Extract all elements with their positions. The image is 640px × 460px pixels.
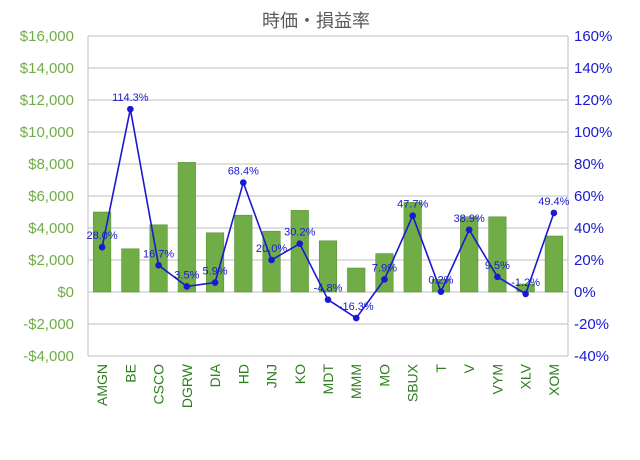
category-label: CSCO bbox=[151, 364, 167, 405]
data-label: -16.3% bbox=[339, 301, 374, 313]
line-point bbox=[437, 288, 445, 295]
bar-series bbox=[93, 162, 563, 293]
category-label: KO bbox=[292, 364, 308, 384]
right-tick-label: 40% bbox=[574, 220, 604, 237]
bar bbox=[318, 240, 338, 293]
right-tick-label: 160% bbox=[574, 28, 612, 45]
line-point bbox=[465, 226, 473, 234]
left-tick-label: $0 bbox=[57, 284, 74, 301]
line-point bbox=[296, 240, 304, 247]
left-tick-label: $16,000 bbox=[20, 28, 74, 45]
data-label: 20.0% bbox=[256, 243, 287, 255]
category-label: DIA bbox=[207, 363, 223, 387]
data-label: 114.3% bbox=[112, 92, 149, 104]
bar bbox=[93, 211, 112, 293]
line-point bbox=[268, 256, 275, 264]
line-point bbox=[211, 279, 219, 286]
category-label: T bbox=[433, 364, 449, 373]
data-label: 7.9% bbox=[372, 262, 397, 274]
bar bbox=[347, 267, 366, 293]
line-point bbox=[522, 290, 529, 298]
line-series bbox=[98, 105, 558, 322]
line-point bbox=[550, 209, 558, 217]
category-label: AMGN bbox=[94, 364, 110, 406]
left-tick-label: $10,000 bbox=[20, 124, 74, 141]
data-label: -4.8% bbox=[314, 283, 343, 295]
data-label: 28.0% bbox=[87, 230, 118, 242]
line-point bbox=[127, 105, 134, 113]
left-tick-label: -$4,000 bbox=[23, 348, 74, 365]
chart-title: 時価・損益率 bbox=[262, 11, 370, 32]
bar bbox=[488, 216, 507, 293]
line-point bbox=[381, 276, 388, 283]
x-axis: AMGN BE CSCO DGRW DIA HD JNJ KO MDT MMM MO SBUX T V VY… bbox=[94, 363, 562, 408]
right-tick-label: 120% bbox=[574, 92, 612, 109]
data-label: 47.7% bbox=[397, 199, 428, 211]
bar bbox=[121, 248, 140, 293]
line-point bbox=[239, 179, 247, 186]
line-point bbox=[324, 296, 332, 303]
right-tick-label: -20% bbox=[574, 316, 609, 333]
data-label: 16.7% bbox=[143, 248, 174, 260]
line-point bbox=[409, 212, 417, 219]
data-label: 5.9% bbox=[203, 266, 228, 278]
right-tick-label: 0% bbox=[574, 284, 596, 301]
data-label: 9.5% bbox=[485, 260, 510, 272]
left-tick-label: $2,000 bbox=[28, 252, 74, 269]
left-tick-label: -$2,000 bbox=[23, 316, 74, 333]
category-label: MO bbox=[376, 364, 392, 387]
line-point bbox=[155, 261, 162, 269]
line-point bbox=[352, 314, 360, 322]
line-point bbox=[494, 273, 501, 281]
left-tick-label: $12,000 bbox=[20, 92, 74, 109]
category-label: HD bbox=[235, 364, 251, 384]
left-axis: -$4,000 -$2,000 $0 $2,000 $4,000 $6,000 $8,000… bbox=[20, 28, 74, 365]
category-label: SBUX bbox=[405, 363, 421, 402]
category-label: MMM bbox=[348, 364, 364, 399]
bar bbox=[544, 235, 563, 293]
right-axis: -40% -20% 0% 20% 40% 60% 80% 100% 120% 140% 160% bbox=[574, 28, 612, 365]
data-labels: 28.0% 114.3% 16.7%3.5% 5.9% 68.4% 20.0% 30.2% -… bbox=[87, 92, 570, 313]
category-label: XLV bbox=[518, 363, 534, 389]
category-label: XOM bbox=[546, 364, 562, 396]
category-label: VYM bbox=[489, 364, 505, 394]
data-label: 38.9% bbox=[454, 213, 485, 225]
bar bbox=[177, 162, 196, 293]
data-label: 0.2% bbox=[428, 275, 453, 287]
line-point bbox=[183, 283, 191, 290]
right-tick-label: 20% bbox=[574, 252, 604, 269]
data-label: 68.4% bbox=[228, 166, 259, 178]
left-tick-label: $14,000 bbox=[20, 60, 74, 77]
category-label: V bbox=[461, 363, 477, 373]
data-label: 30.2% bbox=[284, 227, 315, 239]
line-point bbox=[98, 243, 106, 251]
left-tick-label: $8,000 bbox=[28, 156, 74, 173]
data-label: 3.5% bbox=[174, 269, 199, 281]
bar bbox=[234, 214, 253, 293]
right-tick-label: -40% bbox=[574, 348, 609, 365]
right-tick-label: 140% bbox=[574, 60, 612, 77]
gridlines bbox=[87, 35, 569, 357]
category-label: MDT bbox=[320, 364, 336, 395]
data-label: -1.2% bbox=[511, 277, 540, 289]
category-label: BE bbox=[122, 364, 138, 383]
right-tick-label: 80% bbox=[574, 156, 604, 173]
right-tick-label: 60% bbox=[574, 188, 604, 205]
bar bbox=[375, 253, 394, 293]
bar bbox=[206, 232, 225, 293]
category-label: DGRW bbox=[179, 363, 195, 408]
right-tick-label: 100% bbox=[574, 124, 612, 141]
category-label: JNJ bbox=[264, 364, 280, 388]
data-label: 49.4% bbox=[538, 196, 569, 208]
left-tick-label: $4,000 bbox=[28, 220, 74, 237]
left-tick-label: $6,000 bbox=[28, 188, 74, 205]
bar bbox=[290, 210, 309, 293]
